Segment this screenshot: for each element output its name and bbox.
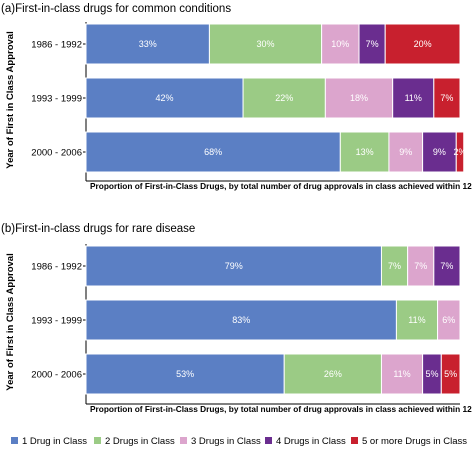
panel-a-bar-segment	[392, 77, 435, 119]
panel-b-data-label: 7%	[414, 261, 427, 271]
panel-a-category-label: 1993 - 1999	[31, 94, 82, 105]
panel-a-bar-segment	[388, 131, 424, 173]
panel-b-ylabel: Year of First in Class Approval	[5, 253, 16, 390]
panel-b-bar-segment	[440, 353, 461, 395]
panel-b-xlabel: Proportion of First-in-Class Drugs, by t…	[90, 404, 474, 414]
panel-a-bar-segment	[85, 23, 210, 65]
legend-swatch	[11, 437, 18, 444]
legend-swatch	[94, 437, 101, 444]
panel-a-data-label: 42%	[156, 93, 174, 103]
panel-a-data-label: 9%	[399, 147, 412, 157]
panel-a: (a)First-in-class drugs for common condi…	[1, 3, 474, 191]
panel-a-bar-segment	[358, 23, 386, 65]
legend-swatch	[351, 437, 358, 444]
panel-a-data-label: 7%	[440, 93, 453, 103]
panel-a-plot: 1986 - 1992 33% 30% 10% 7% 20% 1993 - 1999 42% 2…	[31, 22, 467, 182]
legend-item-label: 3 Drugs in Class	[191, 436, 261, 447]
panel-a-data-label: 30%	[257, 39, 275, 49]
panel-a-data-label: 33%	[139, 39, 157, 49]
panel-b-data-label: 11%	[408, 315, 425, 325]
panel-a-category-label: 1986 - 1992	[31, 40, 82, 51]
panel-b-data-label: 5%	[444, 369, 457, 379]
panel-a-data-label: 9%	[433, 147, 446, 157]
panel-a-data-label: 10%	[331, 39, 349, 49]
panel-a-data-label: 22%	[275, 93, 293, 103]
panel-b: (b)First-in-class drugs for rare disease…	[1, 223, 474, 414]
panel-b-bar-segment	[407, 245, 435, 287]
panel-b-data-label: 7%	[388, 261, 401, 271]
panel-b-letter: (b)	[1, 223, 15, 235]
panel-b-title-text: First-in-class drugs for rare disease	[15, 223, 195, 235]
legend-item-label: 4 Drugs in Class	[276, 436, 346, 447]
panel-a-bar-segment	[455, 131, 465, 173]
panel-a-data-label: 7%	[366, 39, 379, 49]
panel-b-bar-segment	[85, 353, 285, 395]
panel-a-data-label: 68%	[204, 147, 222, 157]
panel-b-data-label: 79%	[225, 261, 243, 271]
panel-b-bar-segment	[283, 353, 382, 395]
panel-b-data-label: 83%	[232, 315, 250, 325]
panel-b-data-label: 7%	[440, 261, 453, 271]
panel-a-data-label: 18%	[350, 93, 368, 103]
panel-a-data-label: 2%	[453, 147, 466, 157]
panel-b-data-label: 53%	[176, 369, 194, 379]
panel-b-bar-segment	[85, 299, 397, 341]
panel-a-data-label: 20%	[414, 39, 432, 49]
legend-swatch	[180, 437, 187, 444]
panel-a-letter: (a)	[1, 3, 15, 15]
panel-b-bar-segment	[395, 299, 439, 341]
panel-b-category-label: 1993 - 1999	[31, 316, 82, 327]
panel-b-bar-segment	[380, 245, 409, 287]
panel-a-ylabel: Year of First in Class Approval	[5, 31, 16, 168]
panel-a-bar-segment	[321, 23, 360, 65]
panel-a-title-text: First-in-class drugs for common conditio…	[15, 3, 231, 15]
panel-a-bar-segment	[384, 23, 461, 65]
panel-b-title: (b)First-in-class drugs for rare disease	[1, 223, 195, 235]
panel-b-data-label: 5%	[425, 369, 438, 379]
panel-b-bar-segment	[85, 245, 382, 287]
panel-a-data-label: 11%	[405, 93, 422, 103]
panel-a-title: (a)First-in-class drugs for common condi…	[1, 3, 231, 15]
panel-a-bar-segment	[208, 23, 323, 65]
panel-b-data-label: 26%	[324, 369, 342, 379]
legend-item-label: 1 Drug in Class	[22, 436, 87, 447]
panel-b-data-label: 11%	[393, 369, 410, 379]
panel-b-plot: 1986 - 1992 79% 7% 7% 7% 1993 - 1999 83% 11% 6% 2…	[31, 244, 461, 405]
panel-b-category-label: 2000 - 2006	[31, 370, 82, 381]
legend-item-label: 5 or more Drugs in Class	[362, 436, 467, 447]
legend-swatch	[265, 437, 272, 444]
panel-b-bar-segment	[433, 245, 461, 287]
legend-item-label: 2 Drugs in Class	[105, 436, 175, 447]
panel-a-category-label: 2000 - 2006	[31, 148, 82, 159]
panel-a-xlabel: Proportion of First-in-Class Drugs, by t…	[90, 181, 474, 191]
panel-b-data-label: 6%	[442, 315, 455, 325]
panel-b-bar-segment	[437, 299, 461, 341]
panel-a-bar-segment	[433, 77, 461, 119]
panel-a-data-label: 13%	[356, 147, 374, 157]
legend: 1 Drug in Class 2 Drugs in Class 3 Drugs i…	[11, 436, 467, 447]
panel-b-category-label: 1986 - 1992	[31, 262, 82, 273]
panel-a-bar-segment	[85, 77, 244, 119]
panel-a-bar-segment	[85, 131, 341, 173]
